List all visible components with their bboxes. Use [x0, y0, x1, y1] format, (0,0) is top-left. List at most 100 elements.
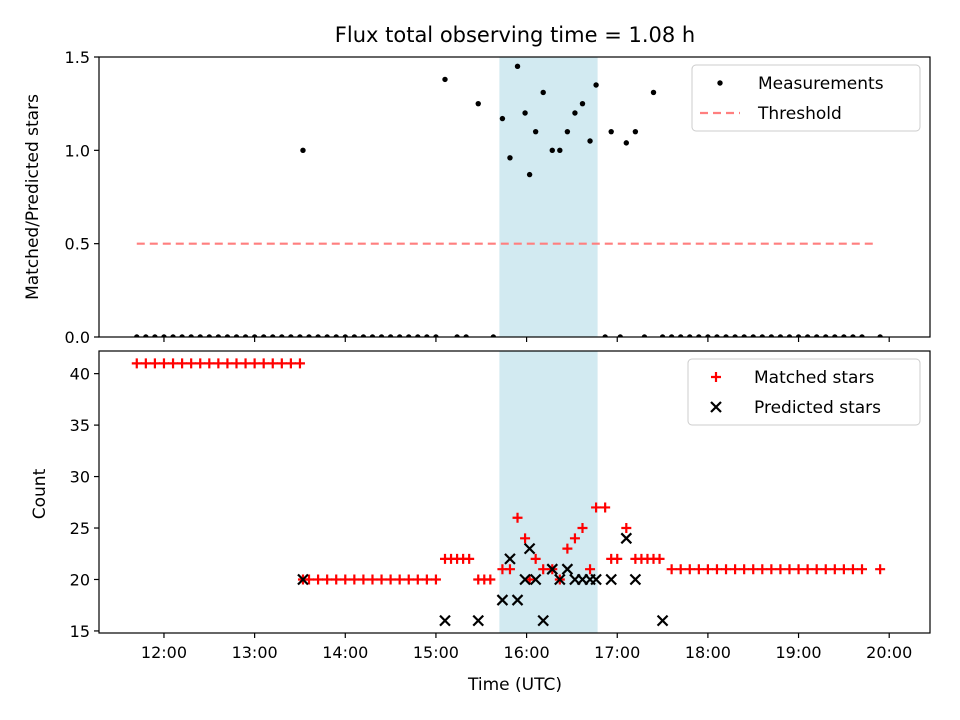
measurements-point [795, 334, 802, 337]
measurements-point [678, 334, 684, 337]
matched-stars-point [775, 564, 786, 575]
matched-stars-point [766, 564, 777, 575]
bottom-plot-area [131, 358, 886, 627]
matched-stars-point [222, 358, 233, 369]
measurements-point [632, 128, 639, 135]
measurements-point [454, 334, 460, 337]
measurements-point [161, 334, 167, 337]
measurements-point [532, 128, 539, 135]
measurements-point [540, 89, 546, 96]
matched-stars-point [294, 358, 305, 369]
matched-stars-point [591, 502, 602, 513]
matched-stars-point [684, 564, 695, 575]
measurements-point [587, 138, 593, 144]
matched-stars-point [820, 564, 831, 575]
matched-stars-point [485, 574, 496, 585]
measurements-point [768, 334, 775, 337]
matched-stars-point [585, 564, 596, 575]
matched-stars-point [857, 564, 868, 575]
predicted-stars-point [472, 614, 485, 627]
measurements-point [475, 100, 481, 107]
measurements-point [841, 334, 847, 337]
matched-stars-point [784, 564, 795, 575]
matched-stars-point [385, 574, 396, 585]
measurements-point [333, 334, 339, 337]
measurements-point [387, 334, 394, 337]
measurements-point [270, 334, 276, 337]
bottom-axes-frame [98, 350, 931, 634]
matched-stars-legend-label: Matched stars [754, 368, 874, 388]
measurements-point [499, 115, 506, 122]
predicted-stars-point [504, 553, 516, 565]
measurements-point [279, 334, 285, 337]
measurements-point [424, 334, 430, 337]
matched-stars-point [168, 358, 179, 369]
x-tick-label: 16:00 [504, 643, 550, 662]
measurements-point [579, 100, 586, 107]
measurements-point [804, 334, 811, 337]
predicted-stars-point [529, 573, 542, 586]
top-panel: Matched/Predicted stars 0.0 0.5 1.0 1.5 Meas… [23, 48, 931, 347]
matched-stars-point [195, 358, 206, 369]
matched-stars-point [811, 564, 822, 575]
bottom-panel: Count Time (UTC) 15 20 25 30 35 40 12:00 13:00 1… [30, 350, 931, 695]
measurements-point [714, 334, 720, 337]
matched-stars-point [403, 574, 414, 585]
matched-stars-point [240, 358, 251, 369]
matched-stars-point [600, 502, 611, 513]
measurements-point [288, 334, 294, 337]
measurements-point [360, 334, 367, 337]
x-tick-label: 20:00 [866, 643, 912, 662]
measurements-point [324, 334, 330, 337]
measurements-point [342, 334, 348, 337]
x-tick-label: 17:00 [594, 643, 640, 662]
bottom-y-tick-label: 40 [70, 365, 90, 384]
matched-stars-point [530, 553, 541, 564]
matched-stars-point [149, 358, 160, 369]
measurements-point [369, 334, 376, 337]
measurements-point [179, 334, 185, 337]
measurements-point [659, 334, 666, 337]
measurements-point [224, 334, 231, 337]
x-axis-label: Time (UTC) [467, 675, 562, 695]
matched-stars-point [875, 564, 886, 575]
matched-stars-point [376, 574, 387, 585]
measurements-point [433, 334, 439, 337]
measurements-point [557, 147, 563, 154]
measurements-point [859, 334, 865, 337]
matched-stars-point [612, 553, 623, 564]
measurements-point [297, 334, 303, 337]
predicted-stars-point [554, 573, 566, 586]
measurements-point [732, 334, 738, 337]
measurements-point [602, 334, 608, 337]
measurements-point [850, 334, 856, 337]
matched-stars-point [177, 358, 188, 369]
bottom-y-tick-label: 15 [70, 622, 90, 641]
measurements-point [650, 89, 657, 96]
measurements-point [315, 334, 321, 337]
measurements-point [152, 334, 158, 337]
measurements-point [705, 334, 711, 337]
top-y-tick-label: 0.0 [65, 328, 90, 347]
top-legend-box [691, 64, 921, 132]
measurements-point [572, 110, 578, 116]
measurements-point [623, 140, 630, 146]
measurements-point [233, 334, 240, 337]
measurements-point [813, 334, 820, 337]
measurements-point [877, 334, 883, 337]
bottom-y-tick-label: 35 [70, 416, 90, 435]
measurements-point [514, 63, 521, 70]
predicted-stars-point [620, 532, 633, 545]
measurements-point [260, 334, 267, 337]
top-y-tick-label: 1.5 [65, 48, 90, 67]
matched-stars-point [249, 358, 260, 369]
matched-stars-point [464, 553, 475, 564]
predicted-stars-point [496, 594, 509, 606]
predicted-stars-point [297, 573, 309, 586]
x-tick-label: 12:00 [141, 643, 187, 662]
top-legend: Measurements Threshold [691, 64, 921, 132]
matched-stars-point [748, 564, 759, 575]
bottom-shaded-interval [499, 351, 598, 633]
measurements-point [832, 334, 838, 337]
matched-stars-point [621, 523, 632, 534]
